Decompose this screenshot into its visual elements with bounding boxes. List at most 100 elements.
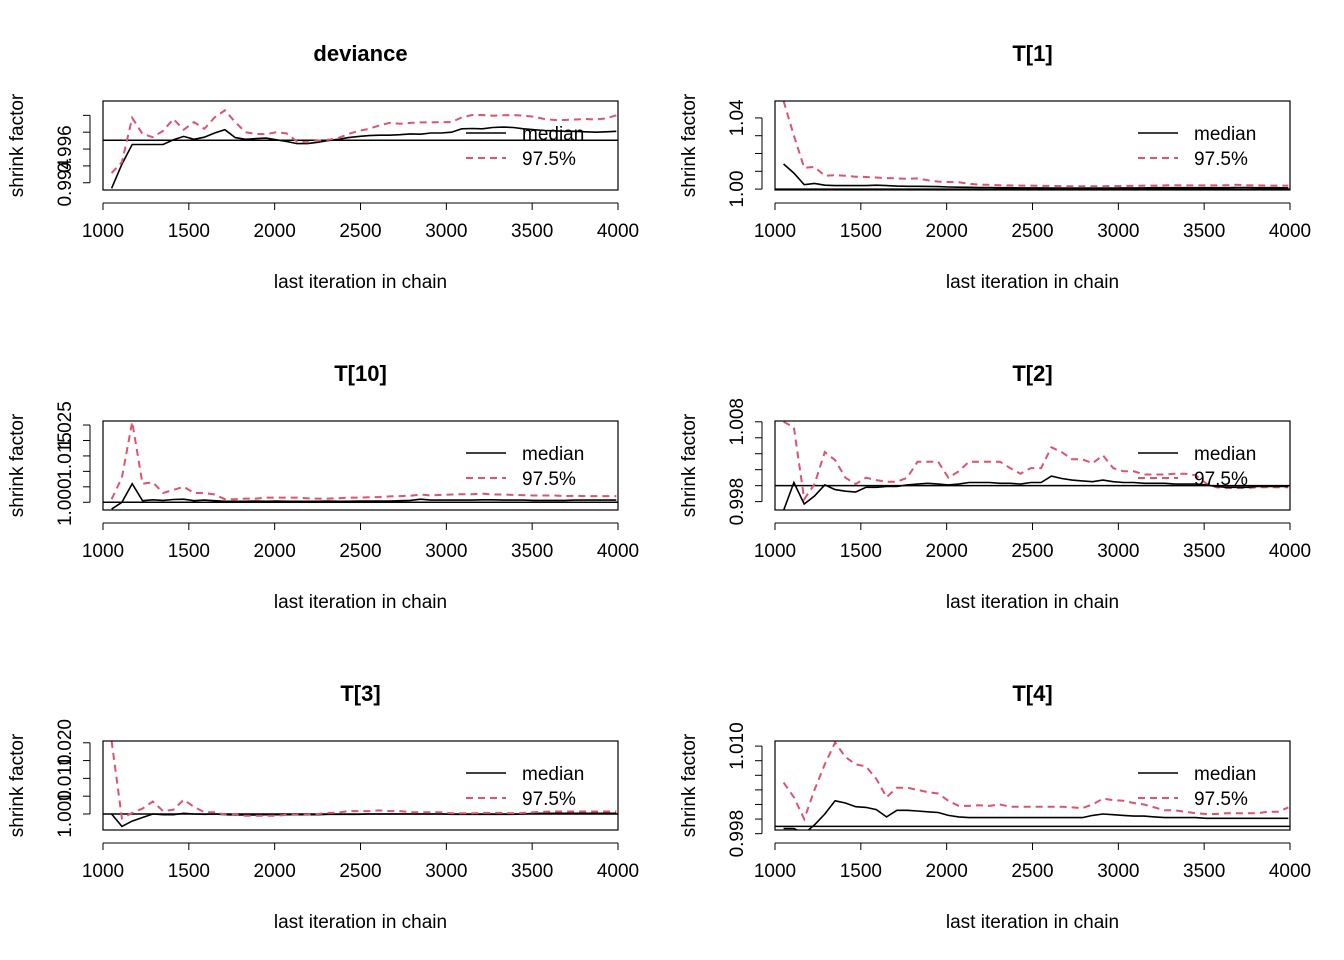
x-tick-label: 4000 [597, 861, 639, 882]
x-tick-label: 3000 [1097, 861, 1139, 882]
x-tick-label: 2000 [926, 861, 968, 882]
y-tick-label: 0.998 [727, 810, 748, 858]
x-tick-label: 3500 [511, 221, 553, 242]
median-series-line [110, 812, 617, 828]
x-tick-label: 3500 [511, 541, 553, 562]
x-axis-label: last iteration in chain [946, 912, 1119, 933]
y-tick-label: 1.04 [727, 99, 748, 136]
x-axis-label: last iteration in chain [274, 912, 447, 933]
legend-upper-label: 97.5% [522, 469, 576, 490]
legend-median-label: median [522, 444, 584, 465]
y-tick-label: 0.998 [727, 478, 748, 526]
x-tick-label: 1000 [82, 861, 124, 882]
y-axis-label: shrink factor [7, 733, 28, 837]
plot-frame [774, 420, 1291, 511]
panel-4: T[3] last iteration in chain shrink factor… [7, 681, 639, 933]
upper-975-series-line [110, 741, 617, 820]
panel-title: deviance [313, 41, 407, 66]
plot-frame [102, 740, 619, 831]
x-tick-label: 1000 [82, 541, 124, 562]
panel-5: T[4] last iteration in chain shrink factor… [679, 681, 1311, 933]
x-tick-label: 3500 [1183, 541, 1225, 562]
x-tick-label: 2500 [339, 861, 381, 882]
x-tick-label: 3500 [1183, 861, 1225, 882]
y-tick-label: 0.996 [55, 125, 76, 173]
x-tick-label: 2500 [1011, 541, 1053, 562]
y-tick-label: 1.020 [55, 719, 76, 767]
x-tick-label: 3500 [1183, 221, 1225, 242]
x-tick-label: 3000 [425, 861, 467, 882]
x-tick-label: 1500 [840, 541, 882, 562]
upper-975-series-line [110, 421, 617, 501]
panel-title: T[4] [1012, 681, 1052, 706]
x-tick-label: 1000 [754, 541, 796, 562]
median-series-line [111, 482, 617, 510]
x-tick-label: 2500 [1011, 221, 1053, 242]
legend-median-label: median [522, 764, 584, 785]
plot-frame [774, 740, 1291, 831]
panel-title: T[1] [1012, 41, 1052, 66]
legend-median-label: median [1194, 444, 1256, 465]
panel-title: T[10] [334, 361, 387, 386]
x-tick-label: 1500 [840, 861, 882, 882]
panel-title: T[3] [340, 681, 380, 706]
y-tick-label: 1.025 [55, 401, 76, 449]
x-tick-label: 2500 [339, 221, 381, 242]
x-tick-label: 1000 [754, 221, 796, 242]
x-tick-label: 3000 [1097, 541, 1139, 562]
legend-upper-label: 97.5% [522, 789, 576, 810]
y-axis-label: shrink factor [7, 413, 28, 517]
x-tick-label: 3000 [425, 221, 467, 242]
x-tick-label: 2500 [339, 541, 381, 562]
legend-upper-label: 97.5% [1194, 469, 1248, 490]
y-axis-label: shrink factor [679, 413, 700, 517]
x-tick-label: 1500 [168, 861, 210, 882]
x-tick-label: 2000 [254, 221, 296, 242]
y-axis-label: shrink factor [679, 93, 700, 197]
y-tick-label: 1.015 [55, 432, 76, 480]
x-tick-label: 2500 [1011, 861, 1053, 882]
plot-frame [774, 100, 1291, 191]
y-tick-label: 1.008 [727, 398, 748, 446]
x-tick-label: 4000 [1269, 861, 1311, 882]
legend-upper-label: 97.5% [522, 149, 576, 170]
legend-median-label: median [1194, 764, 1256, 785]
panel-0: deviance last iteration in chain shrink fa… [7, 41, 639, 293]
y-tick-label: 1.010 [727, 722, 748, 770]
x-tick-label: 1500 [168, 541, 210, 562]
plot-frame [102, 100, 619, 191]
x-tick-label: 2000 [254, 541, 296, 562]
x-tick-label: 2000 [254, 861, 296, 882]
x-tick-label: 2000 [926, 221, 968, 242]
x-axis-label: last iteration in chain [274, 272, 447, 293]
median-series-line [783, 799, 1289, 830]
panel-title: T[2] [1012, 361, 1052, 386]
y-axis-label: shrink factor [679, 733, 700, 837]
legend-median-label: median [1194, 124, 1256, 145]
y-tick-label: 1.000 [55, 479, 76, 527]
x-tick-label: 1000 [82, 221, 124, 242]
x-tick-label: 4000 [597, 541, 639, 562]
x-tick-label: 2000 [926, 541, 968, 562]
y-axis-label: shrink factor [7, 93, 28, 197]
median-series-line [782, 475, 1289, 510]
median-series-line [110, 126, 617, 189]
legend-median-label: median [522, 124, 584, 145]
upper-975-series-line [782, 741, 1289, 822]
panel-2: T[10] last iteration in chain shrink facto… [7, 361, 639, 613]
legend-upper-label: 97.5% [1194, 149, 1248, 170]
x-tick-label: 1500 [840, 221, 882, 242]
median-series-line [783, 163, 1289, 189]
upper-975-series-line [783, 421, 1289, 502]
x-tick-label: 1500 [168, 221, 210, 242]
upper-975-series-line [110, 108, 617, 174]
upper-975-series-line [782, 101, 1289, 188]
x-axis-label: last iteration in chain [274, 592, 447, 613]
y-tick-label: 1.010 [55, 755, 76, 803]
x-tick-label: 3000 [425, 541, 467, 562]
panel-1: T[1] last iteration in chain shrink factor… [679, 41, 1311, 293]
x-tick-label: 4000 [597, 221, 639, 242]
panel-3: T[2] last iteration in chain shrink factor… [679, 361, 1311, 613]
plot-frame [102, 420, 619, 511]
